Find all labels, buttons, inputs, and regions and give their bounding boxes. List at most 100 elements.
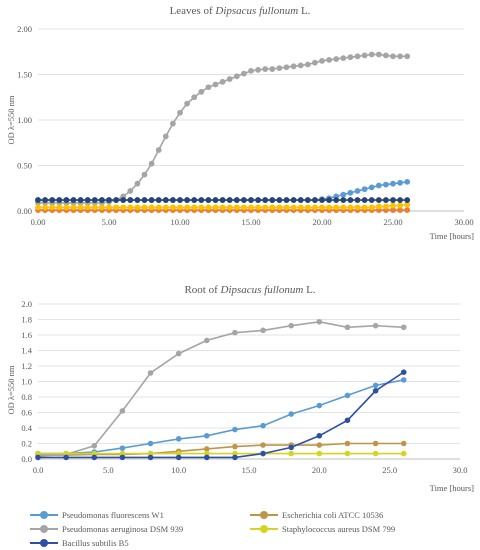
data-point-0 [354,188,361,194]
data-point-0 [147,440,154,447]
data-point-4 [49,197,56,203]
data-point-0 [260,422,266,429]
data-point-3 [35,450,41,457]
data-point-4 [260,450,266,457]
legend-label: Staphylococcus aureus DSM 799 [282,524,396,534]
data-point-4 [248,197,254,203]
data-point-3 [84,204,91,211]
data-point-4 [241,197,247,203]
data-point-4 [290,197,297,203]
data-point-3 [198,204,205,211]
data-point-1 [397,207,403,213]
data-point-2 [312,59,318,66]
y-tick-label: 0.2 [21,439,32,449]
legend-swatch [30,525,58,533]
data-point-2 [233,73,240,80]
data-point-4 [383,197,389,203]
legend-swatch [250,511,278,519]
chart2-title: Root of Dipsacus fullonum L. [184,284,315,296]
legend-item-staphylococcus-aureus: Staphylococcus aureus DSM 799 [250,524,395,534]
y-tick-label: 1.2 [21,361,32,371]
data-point-4 [347,197,354,203]
data-point-4 [312,197,318,203]
y-tick-label: 1.4 [21,346,32,356]
data-point-4 [255,197,261,203]
data-point-4 [404,197,411,203]
data-point-3 [262,204,269,211]
x-tick-label: 30.00 [454,217,473,227]
data-point-2 [147,370,154,376]
series-line-0 [38,379,404,455]
data-point-4 [288,444,295,451]
y-tick-label: 0.6 [21,408,32,418]
data-point-4 [226,197,233,203]
data-point-4 [390,197,396,203]
data-point-3 [35,204,41,211]
data-point-3 [70,204,77,211]
data-point-3 [226,204,233,211]
data-point-0 [347,189,354,196]
legend-item-escherichia-coli: Escherichia coli ATCC 10536 [250,510,383,520]
legend-swatch [30,511,58,519]
data-point-3 [63,450,69,457]
data-point-2 [397,53,403,60]
data-point-0 [232,426,238,433]
data-point-4 [91,454,98,461]
data-point-2 [262,66,269,72]
data-point-4 [205,197,212,203]
data-point-4 [232,454,238,461]
data-point-4 [204,454,210,461]
data-point-2 [212,81,219,88]
legend-item-pseudomonas-aeruginosa: Pseudomonas aeruginosa DSM 939 [30,524,183,534]
series-line-4 [38,371,405,459]
data-point-2 [191,94,198,101]
data-point-2 [375,51,382,58]
chart1-xlabel: Time [hours] [430,231,474,241]
data-point-0 [404,178,411,185]
data-point-3 [248,204,254,211]
data-point-2 [354,53,361,60]
y-tick-label: 1.0 [21,377,32,387]
data-point-4 [63,454,69,461]
data-point-3 [368,204,375,211]
x-tick-label: 5.0 [103,465,114,475]
data-point-1 [316,442,323,448]
data-point-3 [347,204,354,211]
data-point-2 [260,327,266,334]
x-tick-label: 30.0 [453,465,468,475]
data-point-2 [226,76,233,82]
y-tick-label: 1.8 [21,315,32,325]
x-tick-label: 10.0 [171,465,186,475]
data-point-2 [361,52,368,59]
data-point-3 [304,204,311,211]
data-point-3 [42,204,48,211]
data-point-4 [368,197,375,203]
data-point-3 [56,204,63,211]
data-point-3 [119,450,126,457]
data-point-3 [312,204,318,211]
data-point-2 [372,322,379,329]
data-point-4 [262,197,269,203]
data-point-2 [344,324,351,331]
data-point-1 [344,440,351,447]
data-point-2 [91,443,98,449]
data-point-2 [232,329,238,336]
data-point-3 [120,204,127,211]
data-point-3 [233,204,240,211]
data-point-4 [106,197,112,203]
data-point-3 [283,204,290,211]
data-point-2 [177,109,183,116]
data-point-4 [184,197,191,203]
data-point-2 [326,57,332,63]
data-point-4 [147,454,154,461]
data-point-3 [326,204,332,211]
data-point-4 [326,197,332,203]
data-point-3 [397,202,403,209]
data-point-1 [404,207,411,213]
y-tick-label: 2.00 [17,24,32,34]
data-point-0 [400,377,407,383]
data-point-2 [304,61,311,68]
data-point-1 [232,443,238,450]
data-point-4 [233,197,240,203]
data-point-0 [397,179,403,186]
